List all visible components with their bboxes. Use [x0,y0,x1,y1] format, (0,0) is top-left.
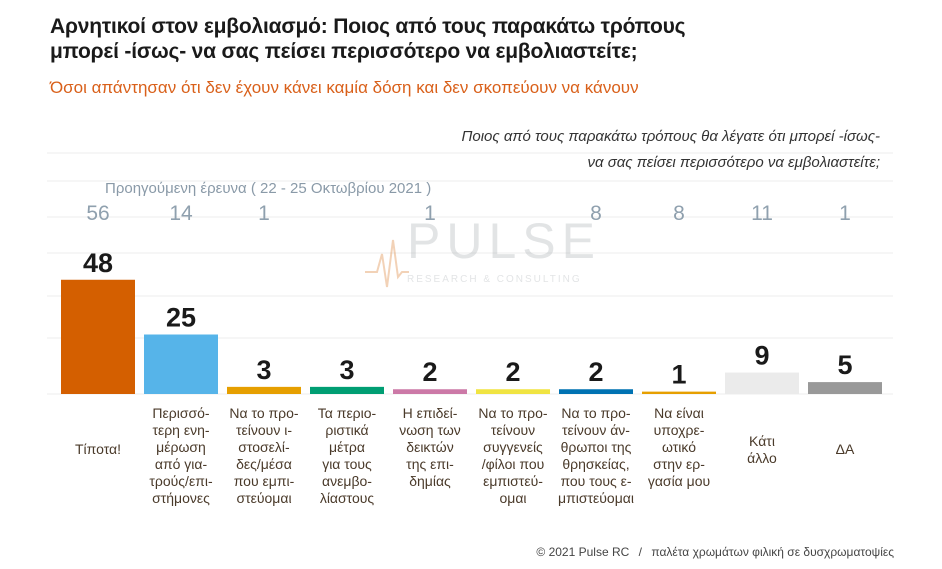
value-label-7: 1 [671,360,686,390]
value-label-2: 3 [256,355,271,385]
category-label-line: /φίλοι που [482,456,545,472]
category-label-line: από για- [155,456,208,472]
category-label-1: Περισσό-τερη ενη-μέρωση από για-τρούς/επι… [149,405,213,506]
category-label-line: στην ερ- [653,456,705,472]
category-label-line: δες/μέσα [236,456,292,472]
category-label-line: στοσελί- [238,439,290,455]
category-label-line: τείνουν άν- [562,422,630,438]
chart-subtitle: Όσοι απάντησαν ότι δεν έχουν κάνει καμία… [50,78,639,97]
bar-0 [61,279,135,394]
category-label-line: ριστικά [325,422,368,438]
watermark-brand: PULSE [407,213,601,269]
footer-copyright: © 2021 Pulse RC [536,545,630,559]
previous-value-label-4: 1 [424,202,436,225]
previous-value-label-8: 11 [751,202,773,225]
previous-value-label-9: 1 [839,202,851,225]
category-label-line: άλλο [747,450,777,466]
heartbeat-icon [365,239,409,288]
footer-separator: / [638,545,642,559]
category-label-line: εμπιστεύ- [483,473,543,489]
watermark-tagline: RESEARCH & CONSULTING [407,274,582,285]
category-label-line: Τα περιο- [318,405,377,421]
category-label-line: υποχρε- [654,422,705,438]
category-label-line: τερη ενη- [152,422,209,438]
chart-title-line-2: μπορεί -ίσως- να σας πείσει περισσότερο … [50,40,638,63]
bar-8 [725,372,799,394]
value-label-9: 5 [837,350,852,380]
category-label-line: ΔΑ [836,441,855,457]
chart-title-line-1: Αρνητικοί στον εμβολιασμό: Ποιος από του… [50,15,686,38]
category-label-line: λίαστους [320,490,375,506]
category-label-line: που εμπι- [234,473,295,489]
category-label-line: Να το προ- [229,405,299,421]
bar-6 [559,389,633,394]
category-label-line: Η επιδεί- [403,405,458,421]
category-label-line: μέρωση [156,439,206,455]
footer-note: παλέτα χρωμάτων φιλική σε δυσχρωματοψίες [651,545,894,559]
category-label-line: Να το προ- [478,405,548,421]
category-label-line: Περισσό- [152,405,209,421]
bar-7 [642,391,716,394]
value-label-4: 2 [422,357,437,387]
category-label-4: Η επιδεί-νωση των δεικτών της επι-δημίας [399,405,461,489]
previous-value-label-7: 8 [673,202,685,225]
category-label-line: νωση των [399,422,461,438]
value-label-3: 3 [339,355,354,385]
category-label-line: Κάτι [749,433,775,449]
category-label-8: Κάτι άλλο [747,433,777,466]
category-label-line: μέτρα [329,439,365,455]
category-label-0: Τίποτα! [75,441,121,457]
category-label-3: Τα περιο-ριστικά μέτρα για τους ανεμβο-λίασ… [318,405,377,506]
category-label-2: Να το προ-τείνουν ι-στοσελί-δες/μέσα που … [229,405,299,506]
category-label-line: δεικτών [406,439,453,455]
category-label-line: θρησκείας, [562,456,629,472]
survey-question-line-2: να σας πείσει περισσότερο να εμβολιαστεί… [587,154,880,171]
category-label-line: τρούς/επι- [149,473,213,489]
category-label-line: ομαι [499,490,526,506]
category-label-9: ΔΑ [836,441,855,457]
bar-2 [227,386,301,394]
category-label-line: Να είναι [654,405,704,421]
category-label-line: γασία μου [648,473,710,489]
footer-credit: © 2021 Pulse RC / παλέτα χρωμάτων φιλική… [536,545,894,559]
value-label-8: 9 [754,341,769,371]
category-label-line: στεύομαι [236,490,291,506]
previous-value-label-6: 8 [590,202,602,225]
bar-4 [393,389,467,394]
category-label-6: Να το προ-τείνουν άν-θρωποι της θρησκείας… [558,405,634,506]
category-label-line: ανεμβο- [322,473,372,489]
value-label-5: 2 [505,357,520,387]
survey-question: Ποιος από τους παρακάτω τρόπους θα λέγατ… [360,124,880,176]
bar-5 [476,389,550,394]
category-label-5: Να το προ-τείνουν συγγενείς/φίλοι που εμπι… [478,405,548,506]
category-label-7: Να είναι υποχρε-ωτικό στην ερ-γασία μου [648,405,710,489]
previous-value-label-2: 1 [258,202,270,225]
category-label-line: δημίας [409,473,451,489]
category-label-line: θρωποι της [561,439,632,455]
category-label-line: Τίποτα! [75,441,121,457]
category-label-line: Να το προ- [561,405,631,421]
survey-question-line-1: Ποιος από τους παρακάτω τρόπους θα λέγατ… [461,128,880,145]
previous-survey-label: Προηγούμενη έρευνα ( 22 - 25 Οκτωβρίου 2… [105,180,432,197]
value-label-0: 48 [83,248,113,278]
category-label-line: συγγενείς [483,439,543,455]
category-label-line: που τους ε- [560,473,631,489]
bar-9 [808,382,882,394]
category-label-line: για τους [322,456,372,472]
value-label-1: 25 [166,303,196,333]
value-label-6: 2 [588,357,603,387]
previous-value-label-1: 14 [169,202,193,225]
category-label-line: τείνουν [491,422,535,438]
chart-title: Αρνητικοί στον εμβολιασμό: Ποιος από του… [50,14,810,64]
previous-value-label-0: 56 [86,202,109,225]
category-label-line: στήμονες [152,490,210,506]
category-label-line: μπιστεύομαι [558,490,634,506]
bar-1 [144,334,218,394]
category-label-line: ωτικό [662,439,696,455]
category-label-line: της επι- [406,456,454,472]
bar-3 [310,386,384,394]
category-label-line: τείνουν ι- [236,422,292,438]
